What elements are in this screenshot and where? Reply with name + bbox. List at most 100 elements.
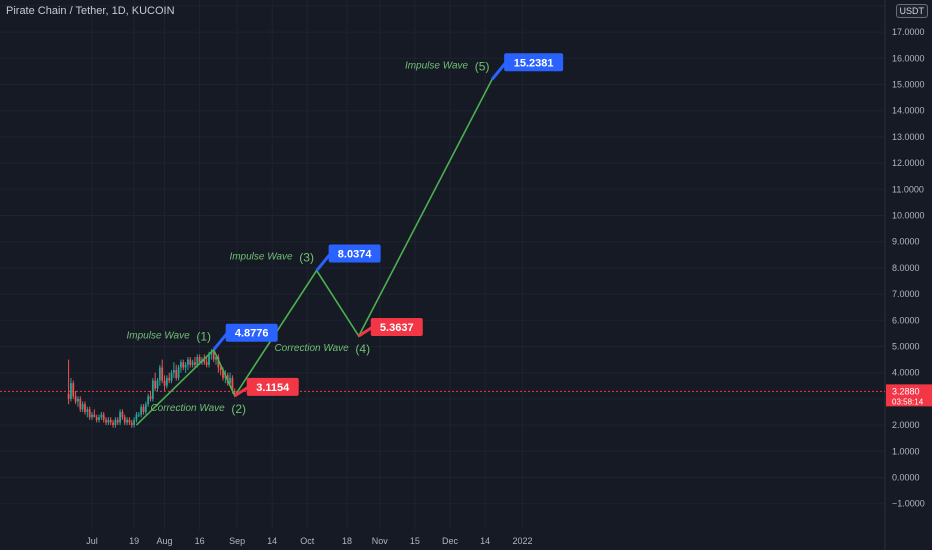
candle (177, 367, 180, 378)
wave-name: Correction Wave (274, 343, 349, 354)
time-axis-tick: Nov (372, 536, 389, 546)
candle (72, 383, 75, 397)
candle (137, 414, 140, 416)
candle (140, 406, 143, 415)
price-axis-tick: 5.0000 (892, 342, 920, 352)
candle (229, 377, 231, 384)
price-label-box (328, 244, 381, 263)
time-axis-tick: 2022 (513, 536, 533, 546)
candle (86, 409, 89, 412)
wave-number: (3) (299, 251, 314, 265)
candle (128, 419, 131, 423)
price-axis-tick: −1.0000 (892, 499, 925, 509)
candle (112, 422, 114, 426)
price-axis-tick: 13.0000 (892, 132, 925, 142)
candle (144, 404, 147, 412)
candle (147, 396, 150, 405)
label-pointer (212, 331, 229, 351)
time-axis-tick: 14 (480, 536, 490, 546)
label-pointer (233, 385, 250, 398)
candle (170, 372, 173, 381)
candle (191, 362, 194, 365)
price-axis-tick: 4.0000 (892, 368, 920, 378)
wave-name: Impulse Wave (405, 60, 469, 71)
price-axis-tick: 8.0000 (892, 263, 920, 273)
price-label-box (370, 318, 423, 337)
price-axis-tick: 12.0000 (892, 158, 925, 168)
candle (93, 414, 96, 418)
candle (123, 417, 126, 423)
candle (98, 417, 100, 420)
label-pointer (490, 61, 508, 81)
candle (219, 367, 222, 371)
candle (208, 354, 210, 365)
wave-name: Impulse Wave (126, 331, 190, 342)
candle (67, 393, 70, 399)
candle (215, 356, 217, 360)
price-axis-tick: 16.0000 (892, 53, 925, 63)
candle (180, 362, 182, 368)
price-axis-tick: 6.0000 (892, 315, 920, 325)
wave-name: Impulse Wave (229, 252, 293, 263)
candle (194, 362, 196, 365)
price-axis-tick: 17.0000 (892, 27, 925, 37)
price-axis-tick: 0.0000 (892, 473, 920, 483)
label-pointer (315, 252, 332, 272)
chart-title: Pirate Chain / Tether, 1D, KUCOIN (6, 5, 175, 17)
price-label-text: 15.2381 (514, 57, 554, 69)
candle (133, 419, 136, 426)
candle (142, 406, 145, 412)
candle (84, 404, 86, 412)
price-label-text: 4.8776 (235, 328, 269, 340)
candle (233, 391, 236, 393)
price-axis-tick: 11.0000 (892, 184, 924, 194)
candle (74, 396, 77, 402)
candle (203, 359, 206, 363)
price-axis-tick: 15.0000 (892, 80, 925, 90)
currency-badge[interactable]: USDT (895, 4, 928, 18)
candle (189, 359, 192, 365)
candle (88, 409, 91, 418)
time-axis-tick: Jul (86, 536, 98, 546)
candle (109, 419, 112, 423)
time-axis-tick: 14 (267, 536, 277, 546)
candle (102, 414, 105, 420)
current-price-value: 3.2880 (892, 386, 920, 396)
time-axis-tick: 19 (129, 536, 139, 546)
candle (161, 367, 164, 381)
wave-number: (2) (231, 402, 246, 416)
candle (79, 398, 82, 410)
candle (163, 380, 166, 386)
candle (156, 380, 159, 389)
price-axis-tick: 1.0000 (892, 446, 920, 456)
candle (205, 362, 208, 365)
candle (158, 367, 161, 381)
current-price-timer: 03:58:14 (892, 397, 924, 406)
candle (77, 398, 79, 402)
price-axis-tick: 2.0000 (892, 420, 920, 430)
candle (105, 419, 107, 423)
candle (135, 414, 138, 420)
candle (107, 419, 110, 423)
candle (95, 417, 98, 420)
price-axis-tick: 7.0000 (892, 289, 920, 299)
price-label-box (504, 53, 564, 72)
price-label-text: 5.3637 (380, 322, 414, 334)
candle (184, 364, 187, 368)
candle (212, 351, 215, 360)
candle (149, 396, 152, 399)
label-pointer (357, 325, 374, 338)
wave-name: Correction Wave (150, 403, 225, 414)
candle (173, 370, 175, 373)
time-axis-tick: 18 (342, 536, 352, 546)
candle (196, 356, 199, 365)
candle (222, 370, 224, 378)
candle (114, 419, 117, 426)
candle (91, 414, 93, 418)
wave-number: (5) (475, 59, 490, 73)
wave-number: (1) (196, 330, 211, 344)
candle (130, 422, 133, 426)
time-axis-tick: Sep (229, 536, 245, 546)
